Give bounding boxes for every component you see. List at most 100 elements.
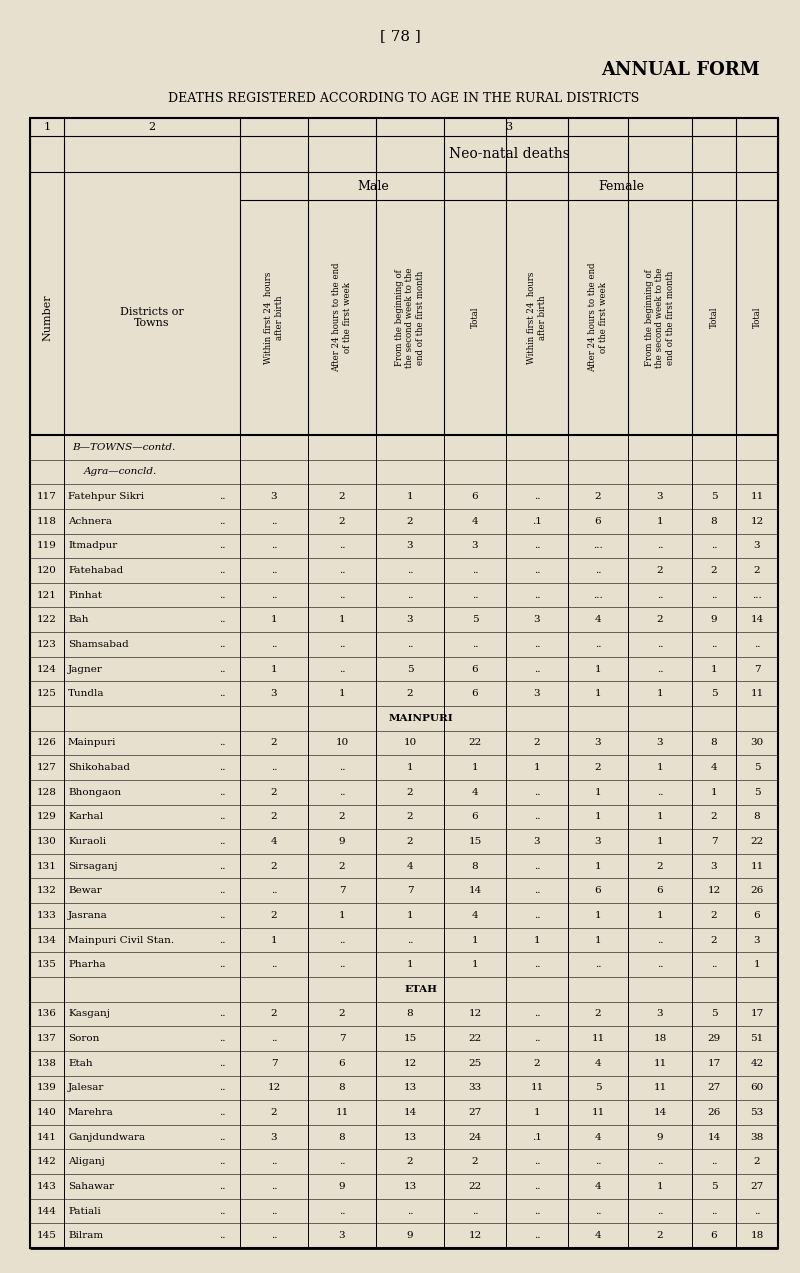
Text: 22: 22 (468, 1034, 482, 1043)
Text: 142: 142 (37, 1157, 57, 1166)
Text: 3: 3 (657, 493, 663, 502)
Text: 11: 11 (335, 1108, 349, 1116)
Text: 1: 1 (270, 615, 278, 624)
Text: B—TOWNS—contd.: B—TOWNS—contd. (72, 443, 175, 452)
Text: .1: .1 (532, 1133, 542, 1142)
Text: 9: 9 (710, 615, 718, 624)
Text: ..: .. (406, 1207, 414, 1216)
Text: 3: 3 (338, 1231, 346, 1240)
Text: 8: 8 (710, 517, 718, 526)
Text: 17: 17 (707, 1059, 721, 1068)
Text: 22: 22 (750, 838, 764, 847)
Text: 2: 2 (338, 1009, 346, 1018)
Text: 1: 1 (338, 689, 346, 698)
Text: 122: 122 (37, 615, 57, 624)
Text: 18: 18 (654, 1034, 666, 1043)
Text: 5: 5 (754, 788, 760, 797)
Text: 120: 120 (37, 566, 57, 575)
Text: 60: 60 (750, 1083, 764, 1092)
Text: ..: .. (218, 788, 226, 797)
Text: ..: .. (218, 960, 226, 969)
Text: 1: 1 (406, 763, 414, 773)
Text: 2: 2 (710, 911, 718, 920)
Text: 3: 3 (270, 493, 278, 502)
Text: 51: 51 (750, 1034, 764, 1043)
Text: 2: 2 (338, 862, 346, 871)
Text: 38: 38 (750, 1133, 764, 1142)
Text: 1: 1 (594, 689, 602, 698)
Text: 22: 22 (468, 1181, 482, 1192)
Text: Bewar: Bewar (68, 886, 102, 895)
Text: Mainpuri Civil Stan.: Mainpuri Civil Stan. (68, 936, 174, 945)
Text: 2: 2 (710, 812, 718, 821)
Text: ..: .. (270, 1157, 278, 1166)
Text: 2: 2 (406, 1157, 414, 1166)
Text: 2: 2 (270, 862, 278, 871)
Text: 12: 12 (468, 1231, 482, 1240)
Text: 1: 1 (710, 665, 718, 673)
Text: 26: 26 (750, 886, 764, 895)
Text: 3: 3 (710, 862, 718, 871)
Text: ..: .. (218, 541, 226, 550)
Text: 26: 26 (707, 1108, 721, 1116)
Text: 4: 4 (472, 788, 478, 797)
Text: Shikohabad: Shikohabad (68, 763, 130, 773)
Text: Sirsaganj: Sirsaganj (68, 862, 118, 871)
Text: 4: 4 (594, 1181, 602, 1192)
Text: ..: .. (218, 665, 226, 673)
Text: 2: 2 (270, 788, 278, 797)
Text: ..: .. (270, 1181, 278, 1192)
Text: ..: .. (534, 862, 540, 871)
Text: 22: 22 (468, 738, 482, 747)
Text: Jasrana: Jasrana (68, 911, 108, 920)
Text: Kasganj: Kasganj (68, 1009, 110, 1018)
Text: 1: 1 (594, 812, 602, 821)
Text: 2: 2 (710, 936, 718, 945)
Text: 3: 3 (270, 689, 278, 698)
Text: 123: 123 (37, 640, 57, 649)
Text: From the beginning of
the second week to the
end of the first month: From the beginning of the second week to… (645, 267, 675, 368)
Text: 10: 10 (335, 738, 349, 747)
Text: Jagner: Jagner (68, 665, 103, 673)
Text: Ganjdundwara: Ganjdundwara (68, 1133, 145, 1142)
Text: 6: 6 (710, 1231, 718, 1240)
Text: 1: 1 (472, 936, 478, 945)
Text: 3: 3 (506, 122, 513, 132)
Text: ..: .. (594, 1157, 602, 1166)
Text: 1: 1 (657, 1181, 663, 1192)
Text: 1: 1 (594, 788, 602, 797)
Text: 14: 14 (403, 1108, 417, 1116)
Text: 2: 2 (754, 1157, 760, 1166)
Text: 6: 6 (472, 689, 478, 698)
Text: 117: 117 (37, 493, 57, 502)
Text: ..: .. (218, 763, 226, 773)
Text: ..: .. (534, 640, 540, 649)
Text: 1: 1 (534, 936, 540, 945)
Text: ..: .. (754, 1207, 760, 1216)
Text: 11: 11 (654, 1059, 666, 1068)
Text: ..: .. (218, 936, 226, 945)
Text: 1: 1 (472, 763, 478, 773)
Text: ..: .. (657, 1207, 663, 1216)
Text: 24: 24 (468, 1133, 482, 1142)
Text: ..: .. (218, 615, 226, 624)
Text: 127: 127 (37, 763, 57, 773)
Text: 9: 9 (657, 1133, 663, 1142)
Text: 53: 53 (750, 1108, 764, 1116)
Text: 2: 2 (754, 566, 760, 575)
Text: ..: .. (472, 566, 478, 575)
Text: 1: 1 (754, 960, 760, 969)
Text: Marehra: Marehra (68, 1108, 114, 1116)
Text: 141: 141 (37, 1133, 57, 1142)
Text: 1: 1 (338, 615, 346, 624)
Text: 1: 1 (406, 493, 414, 502)
Text: 2: 2 (406, 689, 414, 698)
Text: 1: 1 (472, 960, 478, 969)
Text: ..: .. (534, 541, 540, 550)
Text: ..: .. (218, 862, 226, 871)
Text: ..: .. (218, 838, 226, 847)
Text: ..: .. (534, 960, 540, 969)
Text: ..: .. (338, 591, 346, 600)
Text: 4: 4 (710, 763, 718, 773)
Text: 14: 14 (468, 886, 482, 895)
